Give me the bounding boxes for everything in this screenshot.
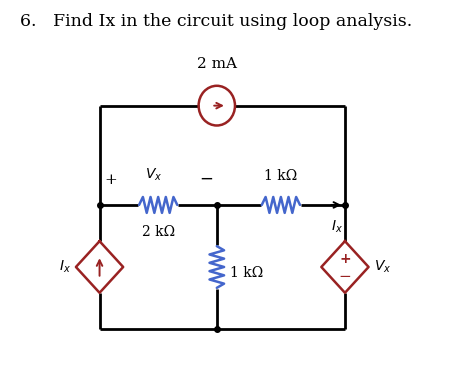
Text: 6.   Find Ix in the circuit using loop analysis.: 6. Find Ix in the circuit using loop ana… xyxy=(19,13,412,30)
Text: +: + xyxy=(339,252,351,266)
Text: $-$: $-$ xyxy=(199,170,213,187)
Text: 2 kΩ: 2 kΩ xyxy=(142,225,175,239)
Text: $-$: $-$ xyxy=(338,267,352,282)
Text: $I_x$: $I_x$ xyxy=(58,259,71,275)
Text: $V_x$: $V_x$ xyxy=(374,259,392,275)
Text: +: + xyxy=(104,173,117,187)
Text: $I_x$: $I_x$ xyxy=(331,219,343,235)
Text: $V_x$: $V_x$ xyxy=(145,167,162,183)
Text: 1 kΩ: 1 kΩ xyxy=(229,266,263,280)
Text: 1 kΩ: 1 kΩ xyxy=(264,169,298,183)
Text: 2 mA: 2 mA xyxy=(197,57,237,71)
